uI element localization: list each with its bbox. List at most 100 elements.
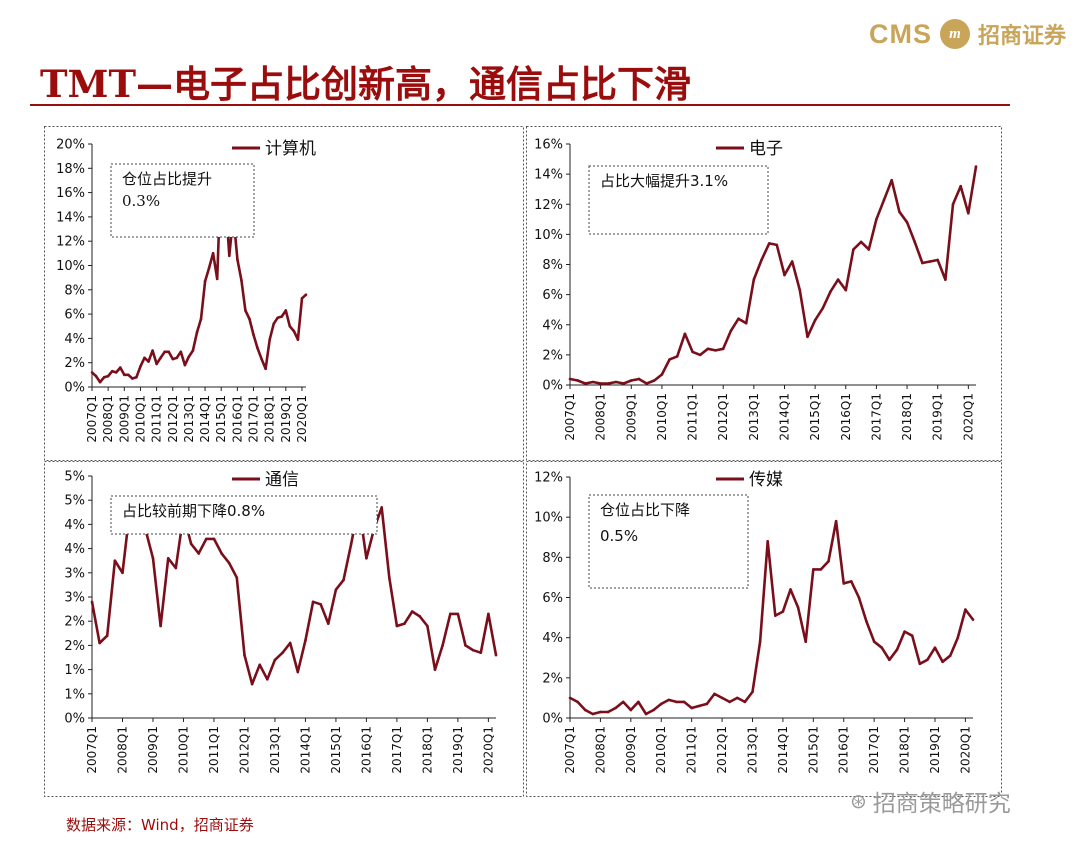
data-point (292, 329, 296, 333)
x-tick-label: 2007Q1 (85, 726, 99, 774)
data-point (183, 363, 187, 367)
x-tick-label: 2016Q1 (230, 395, 244, 443)
data-point (729, 329, 733, 333)
data-point (199, 317, 203, 321)
x-tick-label: 2018Q1 (898, 726, 912, 774)
x-tick-label: 2016Q1 (839, 393, 853, 441)
data-point (284, 309, 288, 312)
x-tick-label: 2019Q1 (451, 726, 465, 774)
data-point (123, 373, 126, 377)
y-tick-label: 4% (542, 631, 563, 646)
data-point (691, 350, 694, 354)
data-point (783, 273, 786, 277)
y-tick-label: 1% (64, 663, 85, 678)
data-point (441, 644, 444, 647)
data-point (102, 375, 106, 379)
y-tick-label: 2% (64, 356, 85, 371)
data-point (448, 612, 452, 616)
y-tick-label: 6% (542, 288, 563, 303)
x-tick-label: 2010Q1 (655, 393, 669, 441)
x-tick-label: 2011Q1 (686, 393, 700, 441)
data-point (834, 519, 838, 523)
x-tick-label: 2009Q1 (624, 726, 638, 774)
data-point (898, 210, 901, 214)
data-point (967, 211, 970, 215)
x-tick-label: 2009Q1 (117, 395, 131, 443)
data-point (667, 698, 671, 702)
annotation-text: 仓位占比下降 (600, 501, 690, 519)
data-point (118, 366, 122, 369)
x-tick-label: 2018Q1 (420, 726, 434, 774)
data-point (175, 356, 179, 360)
data-point (913, 240, 917, 244)
data-point (859, 240, 863, 244)
data-point (464, 644, 467, 647)
data-point (941, 660, 944, 664)
data-point (720, 696, 724, 700)
panel-frame (44, 126, 524, 461)
data-point (576, 379, 579, 382)
data-point (568, 696, 572, 700)
data-point (487, 612, 490, 616)
series-line (90, 503, 498, 686)
data-point (167, 350, 171, 354)
watermark-text: 招商策略研究 (872, 791, 1011, 817)
data-point (98, 641, 101, 645)
x-tick-label: 2013Q1 (182, 395, 196, 443)
data-point (944, 278, 947, 281)
data-point (599, 382, 602, 385)
data-point (260, 357, 263, 361)
data-point (806, 335, 809, 339)
data-point (721, 347, 725, 351)
annotation-box (110, 495, 378, 535)
y-tick-label: 12% (534, 471, 563, 486)
data-point (675, 700, 678, 704)
data-point (147, 360, 150, 363)
x-tick-label: 2020Q1 (481, 726, 495, 774)
x-tick-label: 2017Q1 (390, 726, 404, 774)
brand: CMS m 招商证券 (869, 18, 1066, 50)
x-tick-label: 2007Q1 (563, 393, 577, 441)
data-point (637, 700, 640, 704)
data-point (311, 600, 315, 604)
data-point (622, 382, 625, 385)
data-point (918, 662, 922, 666)
data-point (629, 708, 633, 712)
annotation-box (110, 163, 255, 238)
data-point (106, 374, 110, 378)
legend-label: 电子 (749, 139, 783, 159)
data-point (135, 375, 138, 379)
x-tick-label: 2017Q1 (247, 395, 261, 443)
data-point (189, 542, 193, 546)
data-point (227, 561, 231, 565)
x-tick-label: 2018Q1 (263, 395, 277, 443)
data-point (174, 566, 178, 570)
data-point (105, 634, 109, 638)
brand-cms: CMS (868, 18, 932, 49)
data-point (131, 377, 134, 380)
x-tick-label: 2015Q1 (808, 393, 822, 441)
data-source-note: 数据来源：Wind，招商证券 (66, 816, 254, 834)
data-point (948, 654, 952, 658)
chart-electronics: 0% 2% 4% 6% 8% 10% 12% 14% 16% 2007Q1 2008Q1 2009Q1… (526, 126, 1002, 461)
x-tick-label: 2009Q1 (146, 726, 160, 774)
data-point (804, 640, 808, 643)
y-tick-label: 8% (542, 258, 563, 273)
data-point (827, 560, 830, 563)
data-point (964, 608, 967, 611)
data-point (240, 278, 243, 282)
data-point (159, 624, 162, 628)
y-tick-label: 0% (542, 712, 563, 727)
data-point (166, 556, 170, 560)
data-point (706, 347, 710, 351)
data-point (304, 293, 308, 296)
data-point (905, 221, 909, 224)
x-tick-label: 2019Q1 (931, 393, 945, 441)
data-point (387, 576, 391, 579)
y-tick-label: 18% (56, 162, 85, 177)
data-point (273, 658, 277, 662)
data-point (113, 559, 117, 562)
y-tick-label: 10% (534, 511, 563, 526)
data-point (637, 377, 641, 381)
data-point (895, 648, 899, 652)
